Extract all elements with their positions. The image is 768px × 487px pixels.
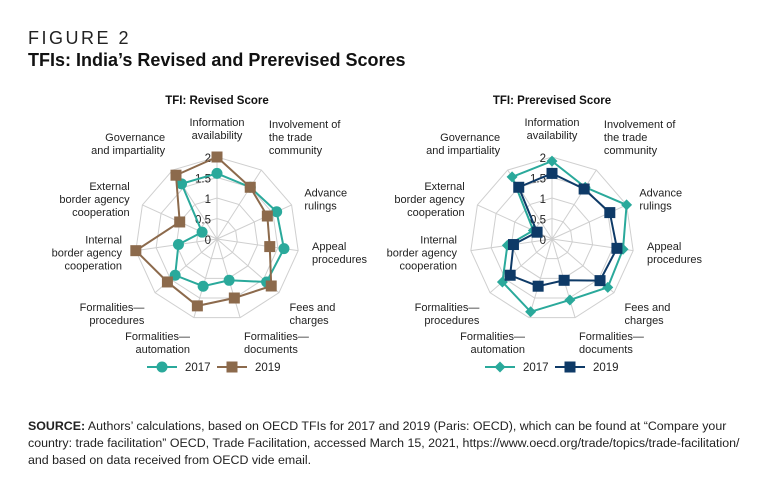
data-point-2017	[196, 226, 208, 238]
axis-label: Governance and impartiality	[426, 132, 500, 157]
data-point-2019	[504, 269, 516, 281]
axis-label: Fees and charges	[625, 302, 671, 327]
source-label: SOURCE:	[28, 419, 86, 433]
axis-label: Information availability	[524, 117, 579, 142]
figure-label: FIGURE 2	[28, 28, 132, 48]
data-point-2017	[271, 206, 283, 218]
grid-ring	[470, 156, 634, 319]
data-point-2017	[621, 199, 633, 211]
data-point-2019	[130, 245, 142, 257]
series-line-2017	[174, 172, 286, 288]
grid-spoke	[507, 169, 553, 240]
legend-label: 2019	[593, 362, 619, 374]
data-point-2019	[611, 242, 623, 254]
data-point-2019	[228, 292, 240, 304]
tick-label: 0	[540, 235, 546, 247]
data-point-2019	[265, 280, 277, 292]
legend-item-2019: 2019	[555, 361, 619, 374]
data-point-2019	[594, 275, 606, 287]
axis-label: External border agency cooperation	[59, 181, 130, 219]
legend-item-2019: 2019	[217, 361, 281, 374]
source-text: Authors’ calculations, based on OECD TFI…	[28, 419, 740, 467]
data-point-2017	[506, 171, 518, 183]
axis-label: Information availability	[189, 117, 244, 142]
data-point-2019	[513, 181, 525, 193]
chart-title: TFI: Revised Score	[165, 95, 269, 107]
data-point-2019	[604, 207, 616, 219]
axis-label: Formalities— procedures	[415, 302, 480, 327]
legend-marker	[226, 361, 238, 373]
tick-label: 0	[205, 235, 211, 247]
data-point-2019	[531, 226, 543, 238]
tick-label: 1	[205, 194, 211, 206]
data-point-2019	[532, 280, 544, 292]
source-note: SOURCE: Authors’ calculations, based on …	[28, 418, 748, 469]
grid-ring	[135, 156, 299, 319]
axis-label: Appeal procedures	[647, 241, 703, 266]
data-point-2019	[578, 183, 590, 195]
grid-spoke	[551, 169, 597, 240]
legend-marker	[494, 361, 506, 373]
axis-label: Appeal procedures	[312, 241, 368, 266]
data-point-2017	[172, 239, 184, 251]
data-point-2019	[558, 274, 570, 286]
data-point-2019	[170, 169, 182, 181]
axis-label: Formalities— documents	[579, 331, 644, 356]
axis-label: Formalities— automation	[460, 331, 525, 356]
data-point-2017	[176, 178, 188, 190]
axis-label: Involvement of the trade community	[269, 119, 341, 157]
legend-item-2017: 2017	[147, 361, 211, 374]
grid-spoke	[216, 169, 262, 240]
axis-label: Formalities— documents	[244, 331, 309, 356]
legend-label: 2017	[523, 362, 549, 374]
data-point-2019	[261, 210, 273, 222]
legend-marker	[156, 361, 168, 373]
axis-label: Governance and impartiality	[91, 132, 165, 157]
data-point-2017	[501, 239, 513, 251]
axis-label: Internal border agency cooperation	[52, 235, 123, 273]
axis-label: Internal border agency cooperation	[387, 235, 458, 273]
data-point-2017	[197, 280, 209, 292]
data-point-2017	[211, 167, 223, 179]
series-line-2017	[501, 159, 628, 313]
data-point-2019	[174, 216, 186, 228]
data-point-2017	[223, 274, 235, 286]
tick-label: 2	[540, 153, 546, 165]
grid-ring	[510, 197, 594, 279]
data-point-2019	[507, 239, 519, 251]
legend-label: 2019	[255, 362, 281, 374]
legend-marker	[564, 361, 576, 373]
legend-item-2017: 2017	[485, 361, 549, 374]
data-point-2019	[546, 167, 558, 179]
tick-label: 1	[540, 194, 546, 206]
chart-title: TFI: Prerevised Score	[493, 95, 611, 107]
axis-label: External border agency cooperation	[394, 181, 465, 219]
tick-label: 2	[205, 153, 211, 165]
radar-chart-2: TFI: Prerevised Score00.511.52Informatio…	[387, 95, 703, 374]
data-point-2019	[191, 300, 203, 312]
data-point-2019	[161, 276, 173, 288]
axis-label: Formalities— procedures	[80, 302, 145, 327]
data-point-2019	[211, 151, 223, 163]
figure-title: TFIs: India’s Revised and Prerevised Sco…	[28, 50, 406, 70]
data-point-2019	[244, 181, 256, 193]
data-point-2017	[525, 306, 537, 318]
axis-label: Fees and charges	[290, 302, 336, 327]
data-point-2017	[546, 155, 558, 167]
axis-label: Advance rulings	[639, 188, 682, 213]
legend-label: 2017	[185, 362, 211, 374]
grid-ring	[155, 176, 279, 299]
axis-label: Involvement of the trade community	[604, 119, 676, 157]
data-point-2017	[278, 243, 290, 255]
data-point-2017	[564, 294, 576, 306]
axis-label: Advance rulings	[304, 188, 347, 213]
grid-ring	[490, 176, 614, 299]
axis-label: Formalities— automation	[125, 331, 190, 356]
data-point-2019	[264, 241, 276, 253]
grid-spoke	[528, 238, 553, 318]
